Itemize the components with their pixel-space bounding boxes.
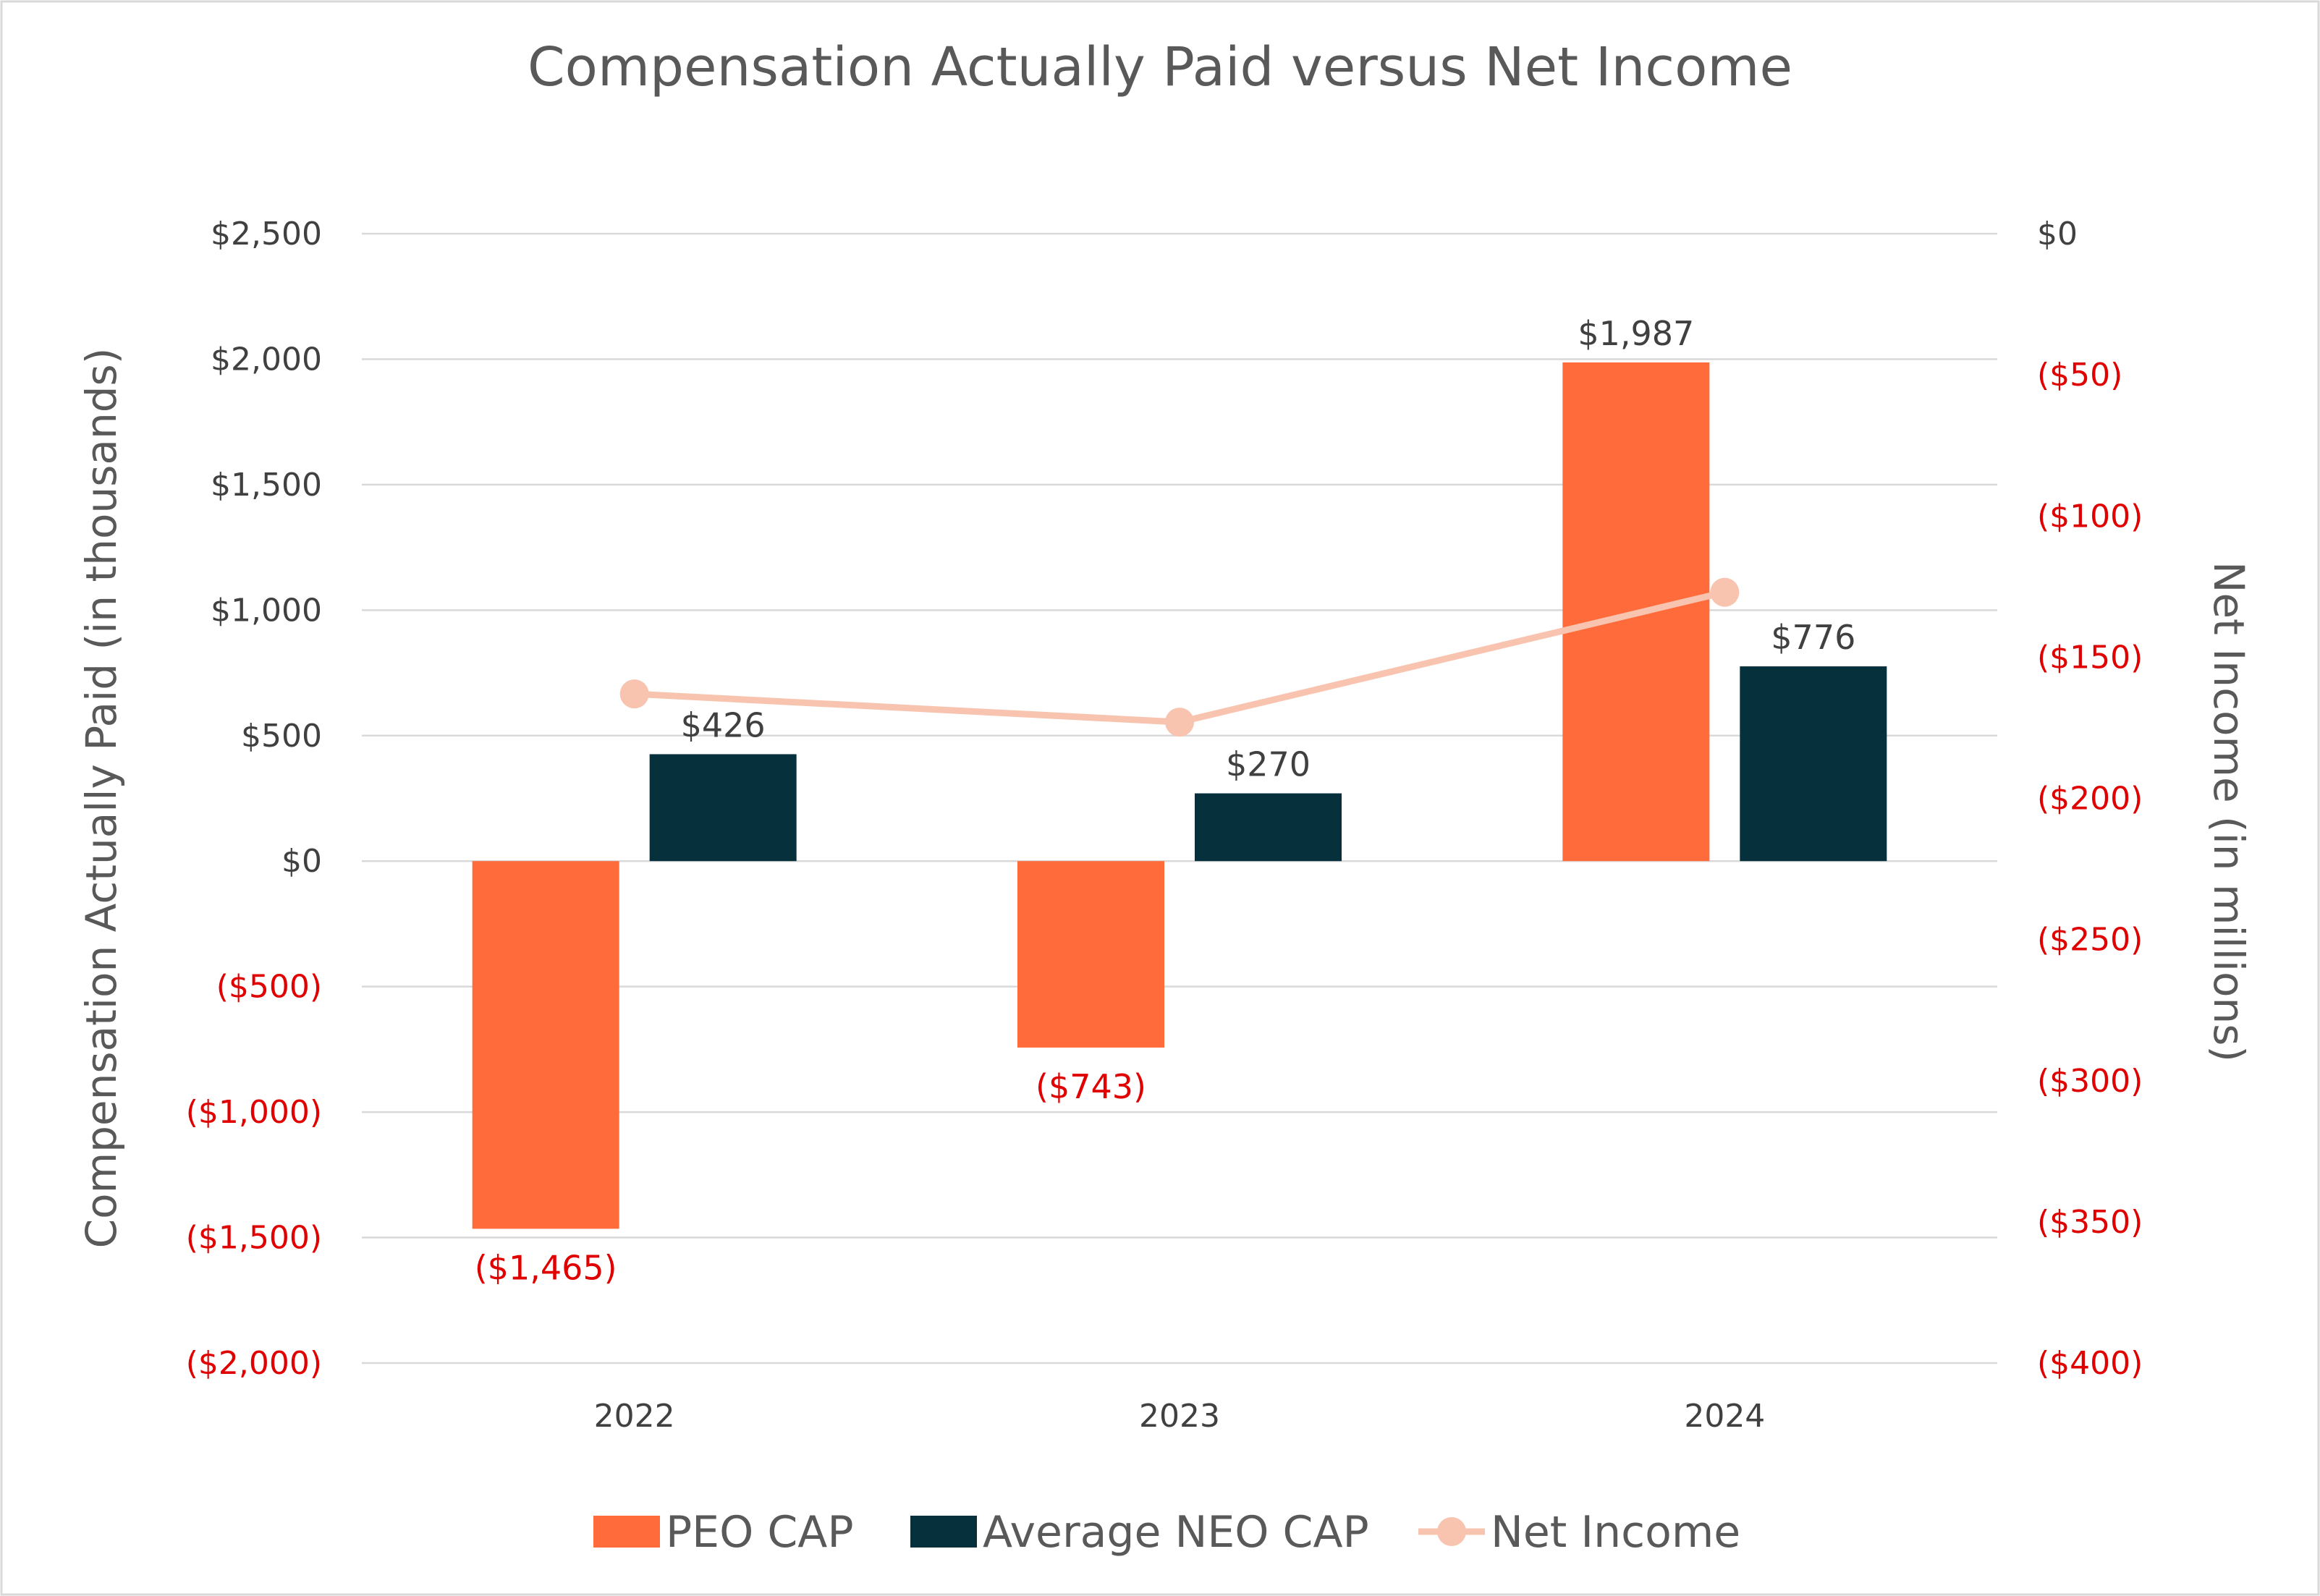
x-tick-label: 2023	[1139, 1398, 1220, 1435]
legend-label: Average NEO CAP	[983, 1507, 1369, 1558]
y2-tick-label: ($350)	[2037, 1204, 2143, 1241]
y-axis-title: Compensation Actually Paid (in thousands…	[77, 348, 126, 1249]
data-label: $1,987	[1578, 314, 1694, 353]
line-point	[619, 679, 649, 709]
data-label: $426	[681, 705, 766, 744]
data-label: ($1,465)	[475, 1248, 617, 1287]
x-tick-label: 2022	[594, 1398, 675, 1435]
data-label: ($743)	[1036, 1067, 1146, 1106]
legend-swatch	[593, 1516, 660, 1548]
bar	[649, 754, 797, 862]
line-point	[1165, 708, 1194, 737]
y-tick-label: $2,000	[211, 341, 322, 378]
line-series	[634, 589, 1726, 726]
y2-tick-label: ($200)	[2037, 781, 2143, 818]
y2-axis-title: Net Income (in millions)	[2204, 561, 2253, 1062]
legend-label: PEO CAP	[666, 1507, 854, 1558]
y2-tick-label: ($100)	[2037, 498, 2143, 535]
y2-tick-label: ($300)	[2037, 1063, 2143, 1100]
chart-title: Compensation Actually Paid versus Net In…	[528, 36, 1792, 98]
legend-marker	[1437, 1517, 1466, 1546]
y-tick-label: $1,500	[211, 467, 322, 504]
data-label: $270	[1226, 745, 1311, 784]
y-tick-label: ($500)	[216, 969, 322, 1006]
y-tick-label: $1,000	[211, 592, 322, 629]
bar	[1017, 861, 1164, 1048]
y2-tick-label: ($250)	[2037, 922, 2143, 959]
legend-swatch	[910, 1516, 977, 1548]
y-tick-label: ($2,000)	[186, 1345, 322, 1382]
legend-label: Net Income	[1491, 1507, 1740, 1558]
bar	[1740, 666, 1887, 862]
y-tick-label: ($1,500)	[186, 1220, 322, 1257]
y-tick-label: $2,500	[211, 216, 322, 252]
y2-tick-label: ($150)	[2037, 639, 2143, 676]
data-label: $776	[1771, 618, 1855, 657]
bar	[1195, 793, 1342, 862]
bar	[472, 861, 619, 1229]
y2-tick-label: ($400)	[2037, 1345, 2143, 1382]
y2-tick-label: $0	[2037, 216, 2078, 252]
y-tick-label: $500	[241, 718, 322, 755]
line-point	[1710, 577, 1740, 607]
y2-tick-label: ($50)	[2037, 357, 2122, 394]
x-tick-label: 2024	[1684, 1398, 1765, 1435]
y-tick-label: $0	[281, 843, 322, 880]
y-tick-label: ($1,000)	[186, 1094, 322, 1131]
